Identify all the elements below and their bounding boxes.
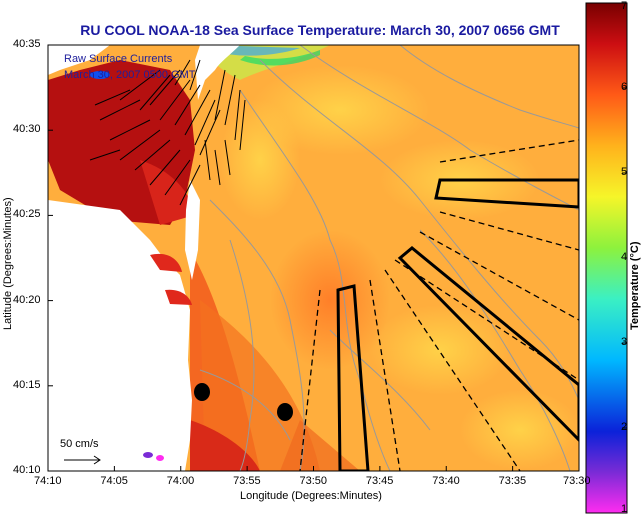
x-tick-label: 74:05 [100, 475, 128, 487]
colorbar-tick-label: 1 [621, 503, 628, 515]
transect-wedges [336, 178, 579, 471]
mooring-markers [194, 383, 293, 421]
x-tick-marks [47, 466, 580, 471]
overlay-line-1: Raw Surface Currents [64, 53, 173, 65]
colorbar [585, 2, 628, 514]
x-tick-label: 73:40 [432, 475, 460, 487]
surface-current-vectors [89, 59, 246, 206]
overlay-line-2: March 30, 2007 0500 GMT [64, 69, 196, 81]
y-tick-marks [48, 44, 53, 472]
colorbar-tick-marks [622, 2, 627, 514]
y-tick-label: 40:35 [13, 38, 41, 50]
colorbar-tick-label: 7 [621, 0, 628, 12]
x-tick-label: 74:00 [166, 475, 195, 487]
y-tick-label: 40:30 [13, 123, 41, 136]
y-tick-label: 40:15 [13, 378, 41, 391]
x-tick-label: 73:35 [498, 475, 527, 487]
colorbar-tick-label: 4 [621, 251, 628, 263]
map-title: RU COOL NOAA-18 Sea Surface Temperature:… [80, 22, 560, 38]
colorbar-tick-label: 3 [621, 336, 628, 348]
land [48, 45, 240, 471]
x-axis-label: Longitude (Degrees:Minutes) [240, 490, 382, 502]
x-tick-label: 73:50 [299, 475, 328, 487]
scale-label: 50 cm/s [60, 438, 99, 450]
x-tick-label: 73:30 [563, 475, 591, 487]
y-tick-label: 40:20 [13, 293, 41, 306]
x-tick-label: 73:55 [233, 475, 261, 487]
x-tick-label: 74:10 [34, 475, 62, 487]
colorbar-tick-label: 6 [621, 81, 628, 93]
y-tick-label: 40:25 [13, 208, 41, 221]
colorbar-tick-label: 5 [621, 166, 628, 178]
x-tick-label: 73:45 [365, 475, 394, 487]
scale-arrow [64, 455, 101, 465]
y-axis-label: Latitude (Degrees:Minutes) [2, 197, 14, 330]
y-tick-label: 40:10 [13, 464, 41, 476]
colorbar-tick-label: 2 [621, 421, 628, 433]
colorbar-label: Temperature (°C) [629, 241, 641, 330]
bathymetry-contours [199, 45, 579, 471]
